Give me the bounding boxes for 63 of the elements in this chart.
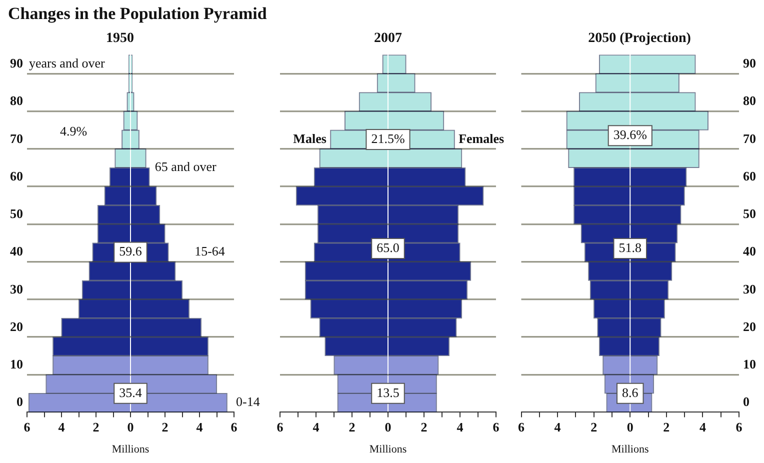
x-tick-label: 6 [518,419,525,434]
annotation: 35.4 [119,384,142,400]
y-tick-label: 20 [743,318,756,334]
x-tick-label: 2 [420,419,428,434]
y-tick-label: 60 [743,168,756,184]
x-tick-label: 4 [196,419,204,434]
series-label: Males [293,130,326,146]
x-tick-label: 4 [312,419,320,434]
x-axis-title: Millions [369,443,407,456]
annotation: years and over [29,56,106,71]
y-tick-label: 30 [743,281,756,296]
x-tick-label: 2 [92,419,100,434]
y-tick-label: 90 [743,56,756,71]
x-tick-label: 0 [384,419,392,434]
annotation: 13.5 [376,384,400,400]
x-tick-label: 4 [699,419,706,434]
annotation: 65 and over [154,159,217,174]
y-tick-label: 80 [10,93,23,108]
x-tick-label: 0 [127,419,134,434]
y-tick-label: 50 [743,206,756,222]
x-axis-title: Millions [112,443,150,456]
annotation: 65.0 [376,240,400,255]
x-tick-label: 6 [492,419,500,434]
annotation: 4.9% [60,123,88,138]
annotation: 39.6% [613,127,648,142]
y-tick-label: 0 [743,394,750,410]
y-tick-label: 40 [10,244,23,259]
x-tick-label: 6 [24,419,31,434]
y-tick-label: 40 [743,244,756,259]
y-tick-label: 80 [743,93,756,108]
y-tick-label: 0 [16,394,23,410]
annotation: 59.6 [119,244,142,259]
series-label: Females [458,130,504,146]
x-tick-label: 6 [230,419,238,434]
x-tick-label: 2 [590,419,598,434]
y-tick-label: 30 [10,281,23,296]
x-tick-label: 2 [348,419,356,434]
annotation: 21.5% [371,130,405,146]
text: 0-14 [236,394,260,410]
annotation: 15-64 [194,244,226,259]
x-tick-label: 4 [456,419,464,434]
text: Changes in the Population Pyramid [8,4,267,24]
y-tick-label: 90 [10,56,23,71]
x-tick-label: 6 [276,419,284,434]
chart-title: 2050 (Projection) [588,31,692,46]
annotation: 8.6 [622,384,639,400]
y-tick-label: 70 [743,130,756,146]
x-axis-title: Millions [611,443,649,456]
y-tick-label: 60 [10,168,23,184]
y-tick-label: 70 [10,130,23,146]
chart-title: 1950 [106,31,134,46]
x-tick-label: 2 [162,419,168,434]
x-tick-label: 4 [554,419,562,434]
x-tick-label: 0 [626,419,634,434]
y-tick-label: 10 [743,356,756,372]
x-tick-label: 2 [663,419,670,434]
y-tick-label: 50 [10,206,23,222]
x-tick-label: 4 [58,419,66,434]
y-tick-label: 10 [10,356,23,372]
y-tick-label: 20 [10,318,23,334]
x-tick-label: 6 [736,419,743,434]
chart-title: 2007 [374,31,402,46]
annotation: 51.8 [618,240,642,255]
